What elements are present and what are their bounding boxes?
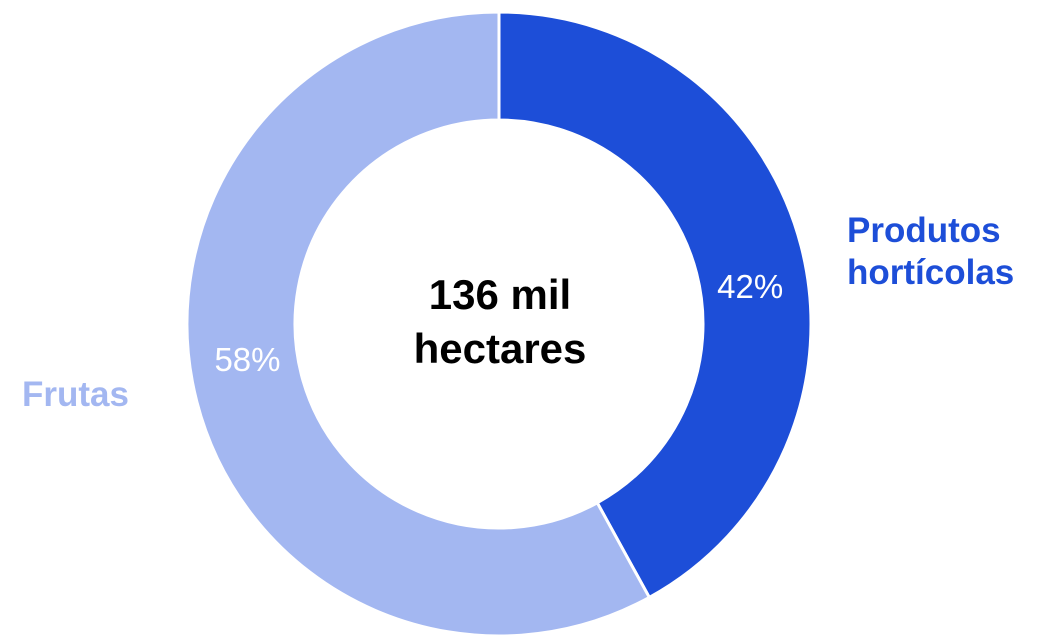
slice-label-produtos-horticolas: Produtos hortícolas <box>847 210 1014 294</box>
slice-label-frutas: Frutas <box>22 374 129 416</box>
center-total-line1: 136 mil <box>428 271 572 318</box>
slice-percent-label: 42% <box>717 268 783 305</box>
donut-center-total: 136 mil hectares <box>350 268 650 376</box>
slice-percent-label: 58% <box>214 341 280 378</box>
slice-name-line1: Frutas <box>22 375 129 414</box>
donut-slice-0 <box>497 10 813 600</box>
donut-slice-1 <box>185 10 652 638</box>
center-total-line2: hectares <box>413 325 587 372</box>
slice-name-line2: hortícolas <box>847 253 1015 292</box>
slice-name-line1: Produtos <box>847 211 1001 250</box>
